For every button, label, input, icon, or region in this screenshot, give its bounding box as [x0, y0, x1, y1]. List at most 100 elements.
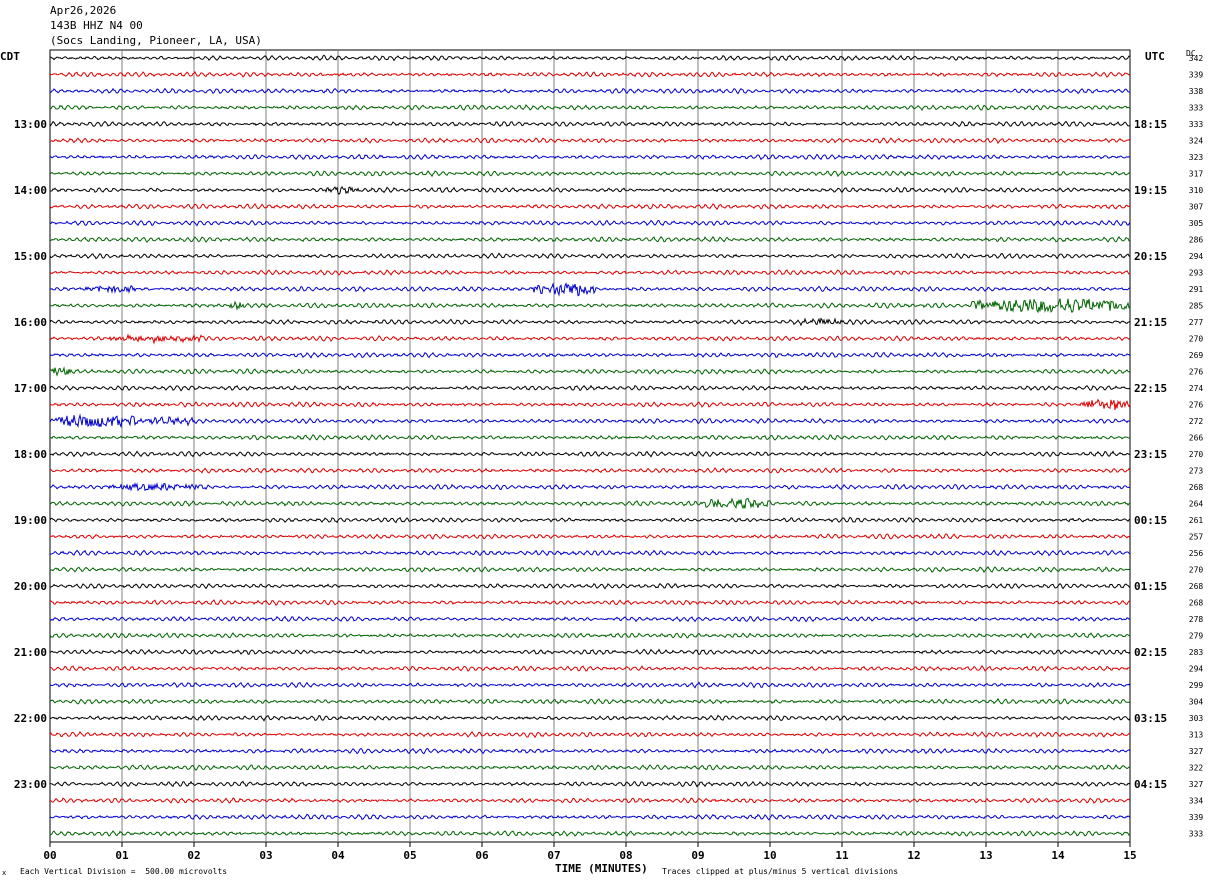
x-tick-label: 07 [547, 849, 560, 862]
left-hour-label: 17:00 [14, 382, 47, 395]
dc-offset-label: 307 [1189, 203, 1204, 212]
dc-offset-label: 333 [1189, 104, 1204, 113]
seismic-trace [49, 467, 1131, 474]
seismic-trace [49, 185, 1131, 196]
seismic-trace [49, 137, 1131, 145]
dc-offset-label: 270 [1189, 335, 1204, 344]
left-hour-label: 15:00 [14, 250, 47, 263]
seismic-trace [49, 219, 1131, 227]
dc-offset-label: 266 [1189, 434, 1204, 443]
dc-offset-label: 305 [1189, 219, 1204, 228]
x-tick-label: 13 [979, 849, 992, 862]
seismic-trace [49, 71, 1131, 78]
seismic-trace [49, 366, 1131, 377]
left-hour-label: 13:00 [14, 118, 47, 131]
seismic-trace [49, 697, 1131, 705]
right-hour-label: 02:15 [1134, 646, 1167, 659]
right-hour-label: 19:15 [1134, 184, 1167, 197]
seismic-trace [49, 747, 1131, 755]
x-axis-title: TIME (MINUTES) [555, 862, 648, 875]
right-hour-label: 03:15 [1134, 712, 1167, 725]
dc-offset-label: 270 [1189, 450, 1204, 459]
seismic-trace [49, 252, 1131, 260]
seismic-trace [49, 450, 1131, 458]
dc-offset-label: 285 [1189, 302, 1204, 311]
x-tick-label: 04 [331, 849, 345, 862]
dc-offset-label: 257 [1189, 533, 1204, 542]
scale-note: Each Vertical Division = 500.00 microvol… [20, 867, 228, 876]
seismic-trace [49, 87, 1131, 95]
right-timezone-label: UTC [1145, 50, 1165, 63]
seismic-trace [49, 54, 1131, 62]
seismic-trace [49, 731, 1131, 739]
dc-offset-label: 303 [1189, 714, 1204, 723]
seismic-trace [49, 281, 1131, 297]
seismic-trace [49, 764, 1131, 771]
right-hour-label: 20:15 [1134, 250, 1167, 263]
seismic-trace [49, 566, 1131, 574]
dc-offset-label: 327 [1189, 747, 1204, 756]
seismic-trace [49, 516, 1131, 524]
dc-offset-label: 291 [1189, 285, 1204, 294]
x-tick-label: 15 [1123, 849, 1136, 862]
dc-offset-label: 342 [1189, 54, 1204, 63]
dc-offset-label: 272 [1189, 417, 1204, 426]
dc-offset-label: 310 [1189, 186, 1204, 195]
seismic-trace [49, 714, 1131, 722]
x-tick-label: 03 [259, 849, 272, 862]
right-hour-label: 22:15 [1134, 382, 1167, 395]
seismic-trace [49, 413, 1131, 429]
seismic-trace [49, 351, 1131, 359]
left-hour-label: 20:00 [14, 580, 47, 593]
clip-note: Traces clipped at plus/minus 5 vertical … [662, 867, 899, 876]
plot-date: Apr26,2026 [50, 4, 117, 17]
dc-offset-label: 324 [1189, 137, 1204, 146]
seismic-trace [49, 830, 1131, 837]
dc-offset-label: 299 [1189, 681, 1204, 690]
dc-offset-label: 276 [1189, 368, 1204, 377]
station-location: (Socs Landing, Pioneer, LA, USA) [50, 34, 262, 47]
x-tick-label: 14 [1051, 849, 1065, 862]
dc-offset-label: 322 [1189, 764, 1204, 773]
x-tick-label: 05 [403, 849, 416, 862]
dc-offset-label: 264 [1189, 500, 1204, 509]
seismic-trace [49, 120, 1131, 128]
seismic-trace [49, 481, 1131, 492]
left-hour-label: 18:00 [14, 448, 47, 461]
left-timezone-label: CDT [0, 50, 20, 63]
seismic-trace [49, 632, 1131, 639]
dc-offset-label: 286 [1189, 236, 1204, 245]
seismic-trace [49, 235, 1131, 244]
dc-offset-label: 273 [1189, 467, 1204, 476]
seismic-trace [49, 203, 1131, 210]
dc-offset-label: 256 [1189, 549, 1204, 558]
dc-offset-label: 338 [1189, 87, 1204, 96]
seismic-trace [49, 797, 1131, 804]
seismic-trace [49, 170, 1131, 178]
left-hour-label: 23:00 [14, 778, 47, 791]
dc-offset-label: 304 [1189, 698, 1204, 707]
dc-offset-label: 270 [1189, 566, 1204, 575]
station-channel: 143B HHZ N4 00 [50, 19, 143, 32]
corner-mark: x [2, 869, 7, 877]
seismic-trace [49, 317, 1131, 327]
dc-offset-label: 323 [1189, 153, 1204, 162]
left-hour-label: 22:00 [14, 712, 47, 725]
dc-offset-label: 279 [1189, 632, 1204, 641]
seismic-trace [49, 434, 1131, 441]
dc-offset-label: 268 [1189, 483, 1204, 492]
x-tick-label: 09 [691, 849, 704, 862]
seismic-trace [49, 497, 1131, 510]
seismic-trace [49, 665, 1131, 672]
seismic-trace [49, 599, 1131, 606]
seismic-trace [49, 398, 1131, 410]
x-tick-label: 12 [907, 849, 920, 862]
dc-offset-label: 274 [1189, 384, 1204, 393]
right-hour-label: 00:15 [1134, 514, 1167, 527]
dc-offset-label: 276 [1189, 401, 1204, 410]
seismic-trace [49, 269, 1131, 276]
x-tick-label: 01 [115, 849, 129, 862]
dc-offset-label: 283 [1189, 648, 1204, 657]
x-tick-label: 10 [763, 849, 776, 862]
dc-offset-label: 313 [1189, 731, 1204, 740]
